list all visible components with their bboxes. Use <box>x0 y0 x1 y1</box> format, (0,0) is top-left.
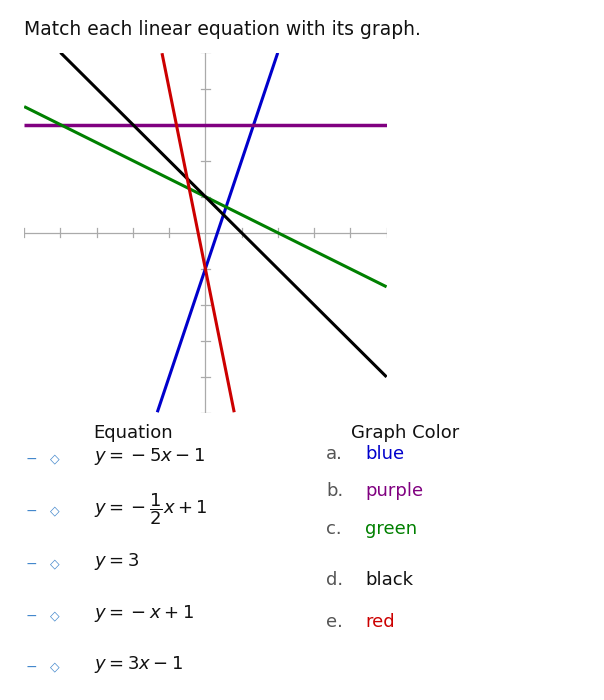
Text: e.: e. <box>326 612 343 631</box>
Text: Equation: Equation <box>93 424 173 442</box>
Text: ◇: ◇ <box>50 452 59 465</box>
Text: blue: blue <box>365 444 405 463</box>
Text: c.: c. <box>326 520 342 538</box>
Text: a.: a. <box>326 444 343 463</box>
Text: d.: d. <box>326 570 343 589</box>
Text: ◇: ◇ <box>50 505 59 517</box>
Text: $y = -x + 1$: $y = -x + 1$ <box>94 603 193 624</box>
Text: Match each linear equation with its graph.: Match each linear equation with its grap… <box>24 20 421 38</box>
Text: −: − <box>25 556 37 570</box>
Text: −: − <box>25 452 37 466</box>
Text: $y = -5x - 1$: $y = -5x - 1$ <box>94 446 205 467</box>
Text: Graph Color: Graph Color <box>350 424 459 442</box>
Text: $y = 3x - 1$: $y = 3x - 1$ <box>94 654 183 675</box>
Text: ◇: ◇ <box>50 557 59 570</box>
Text: green: green <box>365 520 417 538</box>
Text: −: − <box>25 659 37 673</box>
Text: −: − <box>25 609 37 623</box>
Text: red: red <box>365 612 395 631</box>
Text: black: black <box>365 570 413 589</box>
Text: ◇: ◇ <box>50 610 59 622</box>
Text: $y = 3$: $y = 3$ <box>94 551 139 572</box>
Text: purple: purple <box>365 482 423 500</box>
Text: ◇: ◇ <box>50 660 59 673</box>
Text: $y = -\dfrac{1}{2}x + 1$: $y = -\dfrac{1}{2}x + 1$ <box>94 491 207 526</box>
Text: −: − <box>25 504 37 518</box>
Text: b.: b. <box>326 482 344 500</box>
